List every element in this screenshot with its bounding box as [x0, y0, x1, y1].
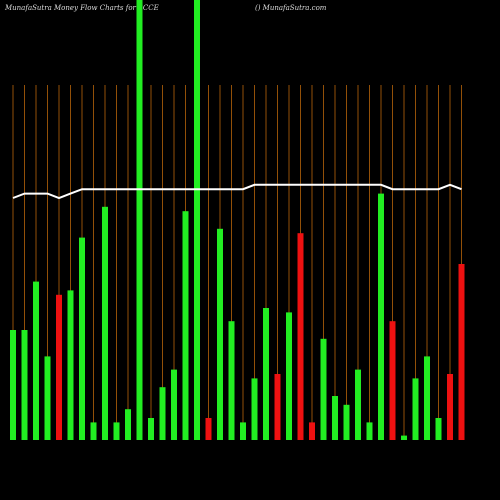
- bar: [205, 418, 212, 440]
- bar: [424, 356, 430, 440]
- bar: [447, 374, 453, 440]
- bar: [263, 308, 269, 440]
- bar: [240, 422, 246, 440]
- bar: [217, 228, 223, 440]
- bar: [194, 0, 200, 440]
- bar: [21, 330, 28, 440]
- bar: [171, 369, 177, 440]
- bar: [343, 404, 350, 440]
- bar: [44, 356, 51, 440]
- bar: [159, 387, 166, 440]
- bar: [320, 338, 327, 440]
- bar: [251, 378, 258, 440]
- bar: [378, 193, 384, 440]
- bar: [56, 294, 62, 440]
- bar: [33, 281, 39, 440]
- bar: [401, 435, 407, 440]
- bar: [148, 418, 154, 440]
- bar: [458, 264, 465, 440]
- bar: [228, 321, 235, 440]
- bar: [286, 312, 292, 440]
- bar: [309, 422, 315, 440]
- bar: [182, 211, 189, 440]
- bar: [67, 290, 74, 440]
- bar: [366, 422, 373, 440]
- bar: [389, 321, 396, 440]
- bar: [435, 418, 442, 440]
- bar: [297, 233, 304, 440]
- bar: [102, 206, 108, 440]
- bar: [412, 378, 419, 440]
- chart-title: MunafaSutra Money Flow Charts for SCCE: [4, 4, 159, 12]
- bar: [274, 374, 281, 440]
- chart-subtitle: () MunafaSutra.com: [255, 4, 327, 12]
- bar: [90, 422, 97, 440]
- bar: [113, 422, 120, 440]
- bar: [355, 369, 361, 440]
- bar: [125, 409, 131, 440]
- money-flow-line: [12, 183, 462, 200]
- bar: [332, 396, 338, 440]
- bar: [10, 330, 16, 440]
- bar: [79, 237, 85, 440]
- bar: [136, 0, 143, 440]
